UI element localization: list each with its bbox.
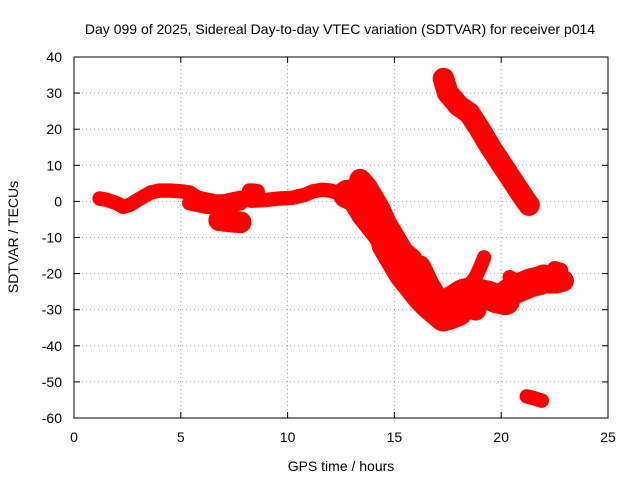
x-axis-label: GPS time / hours [288,458,395,474]
y-tick-label: -20 [42,266,62,282]
x-tick-label: 15 [387,429,403,445]
series-line [432,67,540,216]
chart-title: Day 099 of 2025, Sidereal Day-to-day VTE… [85,21,595,37]
series-line [182,196,248,214]
series-line [547,261,569,278]
axis-ticks: 0 5 10 15 20 25 40 30 20 10 0 -10 -20 -30 -40 -50 -60 [42,49,616,445]
grid-lines [74,57,608,418]
x-tick-label: 20 [493,429,509,445]
y-tick-label: 30 [46,85,62,101]
series-line [459,250,492,296]
series-line [439,293,487,321]
y-tick-label: 0 [54,193,62,209]
series-line [519,389,549,408]
series-line [502,270,526,290]
y-tick-label: 20 [46,121,62,137]
y-tick-label: -10 [42,230,62,246]
y-tick-label: 10 [46,157,62,173]
x-tick-label: 25 [600,429,616,445]
y-tick-label: -60 [42,410,62,426]
y-tick-label: 40 [46,49,62,65]
y-axis-label: SDTVAR / TECUs [5,181,21,293]
y-tick-label: -40 [42,338,62,354]
series-line [244,182,344,208]
x-tick-label: 10 [280,429,296,445]
series-line [208,209,252,234]
y-tick-label: -30 [42,302,62,318]
series-line [242,183,265,199]
data-series [92,67,574,408]
y-tick-label: -50 [42,374,62,390]
x-tick-label: 0 [70,429,78,445]
x-tick-label: 5 [177,429,185,445]
